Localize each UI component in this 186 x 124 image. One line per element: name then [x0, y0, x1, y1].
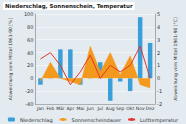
svg-text:Mär: Mär [56, 106, 65, 111]
svg-text:Jun: Jun [86, 106, 94, 111]
svg-text:Okt: Okt [126, 106, 134, 111]
svg-text:Feb: Feb [46, 106, 54, 111]
svg-text:0: 0 [30, 75, 33, 81]
svg-text:Abweichung vom Mittel 1961-90: Abweichung vom Mittel 1961-90 [%] [8, 18, 13, 101]
svg-text:40: 40 [27, 50, 33, 56]
svg-text:60: 60 [27, 37, 33, 43]
svg-text:2: 2 [157, 50, 160, 56]
svg-text:1: 1 [157, 62, 160, 68]
svg-text:Lufttemperatur: Lufttemperatur [140, 117, 179, 124]
svg-text:-20: -20 [25, 88, 33, 94]
svg-text:Sonnenscheindauer: Sonnenscheindauer [72, 117, 122, 123]
svg-text:Jul: Jul [97, 106, 103, 111]
svg-text:-40: -40 [25, 101, 33, 107]
svg-text:Sep: Sep [116, 106, 125, 111]
svg-text:80: 80 [27, 24, 33, 30]
svg-text:-1: -1 [157, 88, 162, 94]
svg-text:4: 4 [157, 24, 160, 30]
svg-text:-2: -2 [157, 101, 162, 107]
svg-text:Niederschlag, Sonnenschein, Te: Niederschlag, Sonnenschein, Temperatur [5, 3, 133, 10]
svg-text:3: 3 [157, 37, 160, 43]
svg-text:Mai: Mai [76, 106, 84, 111]
svg-text:Nov: Nov [136, 106, 145, 111]
svg-text:Jan: Jan [36, 106, 44, 111]
svg-text:Aug: Aug [106, 106, 115, 111]
svg-text:5: 5 [157, 11, 160, 17]
svg-text:Dez: Dez [146, 106, 155, 111]
svg-text:20: 20 [27, 62, 33, 68]
svg-text:Apr: Apr [66, 106, 74, 111]
svg-text:Niederschlag: Niederschlag [20, 117, 53, 124]
svg-text:Abweichung vom Mittel 1961-90: Abweichung vom Mittel 1961-90 [°C] [173, 17, 178, 101]
svg-text:0: 0 [157, 75, 160, 81]
svg-text:100: 100 [24, 11, 34, 17]
